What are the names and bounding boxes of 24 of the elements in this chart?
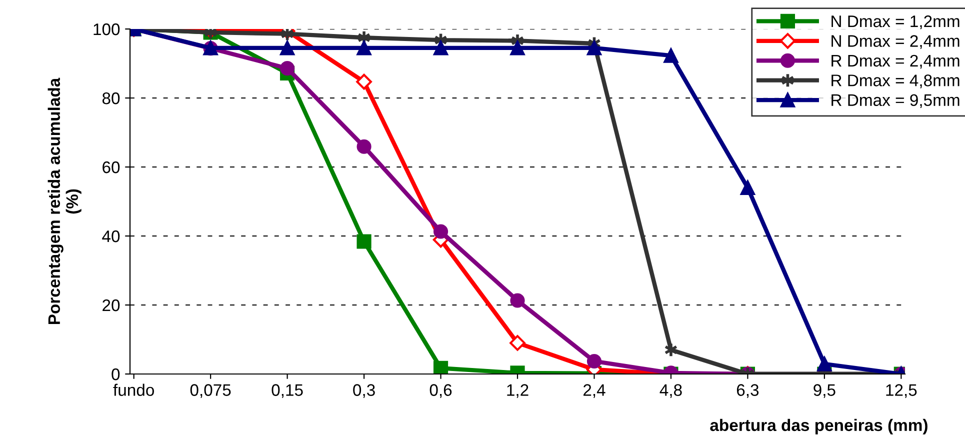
x-tick-label: 4,8 [660,384,682,398]
y-tick-label: 0 [112,368,120,380]
x-tick-label: 6,3 [736,384,759,398]
x-tick-label: 1,2 [507,384,528,398]
y-tick-label: 80 [102,92,120,104]
x-tick-label: 2,4 [583,384,606,398]
x-tick-label: 9,5 [814,384,836,398]
x-tick-label: 0,3 [353,384,375,398]
x-tick-label: 12,5 [886,384,917,398]
legend-label: R Dmax = 4,8mm [832,74,960,88]
y-tick-label: 60 [102,161,120,174]
legend-label: R Dmax = 2,4mm [832,54,960,69]
x-tick-label: fundo [113,384,154,396]
y-axis-title: Porcentagem retida acumulada (%) [48,78,82,324]
x-tick-label: 0,15 [272,384,303,398]
legend-label: R Dmax = 9,5mm [832,94,960,108]
x-axis-title: abertura das peneiras (mm) [710,418,928,434]
legend-label: N Dmax = 2,4mm [832,35,960,49]
y-tick-label: 100 [94,23,120,36]
x-tick-label: 0,075 [190,384,231,398]
legend-label: N Dmax = 1,2mm [832,15,960,30]
y-tick-label: 40 [102,230,120,242]
y-tick-label: 20 [102,299,120,312]
x-tick-label: 0,6 [430,384,452,398]
